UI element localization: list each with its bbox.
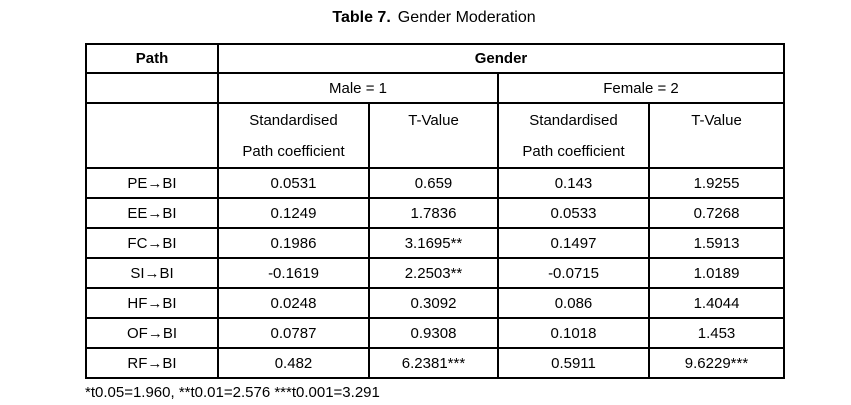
gender-moderation-table: Path Gender Male = 1 Female = 2 Standard… xyxy=(85,43,786,379)
table-figure: Table 7. Gender Moderation Path Gender Ma… xyxy=(85,8,786,402)
table-row-si-bi: SI→BI -0.1619 2.2503** -0.0715 1.0189 xyxy=(85,257,786,289)
table-row-ee-bi: EE→BI 0.1249 1.7836 0.0533 0.7268 xyxy=(85,197,786,229)
path-cell: RF→BI xyxy=(85,347,219,379)
header-female-tvalue: T-Value xyxy=(647,102,786,169)
female-tvalue-cell: 1.0189 xyxy=(647,257,786,289)
header-gender: Gender xyxy=(216,43,786,74)
path-cell: OF→BI xyxy=(85,317,219,349)
header-male-coefficient: Standardised Path coefficient xyxy=(217,102,370,169)
significance-footnote: *t0.05=1.960, **t0.01=2.576 ***t0.001=3.… xyxy=(85,384,380,401)
empty-cell xyxy=(85,102,219,169)
path-cell: PE→BI xyxy=(85,167,219,199)
male-coef-cell: 0.0531 xyxy=(217,167,370,199)
table-caption: Table 7. Gender Moderation xyxy=(85,8,783,28)
female-tvalue-cell: 1.5913 xyxy=(647,227,786,259)
female-tvalue-cell: 9.6229*** xyxy=(647,347,786,379)
female-tvalue-cell: 0.7268 xyxy=(647,197,786,229)
male-tvalue-cell: 2.2503** xyxy=(368,257,499,289)
empty-cell xyxy=(85,72,219,104)
table-row-fc-bi: FC→BI 0.1986 3.1695** 0.1497 1.5913 xyxy=(85,227,786,259)
female-tvalue-cell: 1.9255 xyxy=(647,167,786,199)
male-tvalue-cell: 0.3092 xyxy=(368,287,499,319)
header-male-group: Male = 1 xyxy=(217,72,499,104)
female-tvalue-cell: 1.4044 xyxy=(647,287,786,319)
table-row-of-bi: OF→BI 0.0787 0.9308 0.1018 1.453 xyxy=(85,317,786,349)
path-cell: HF→BI xyxy=(85,287,219,319)
header-row-top: Path Gender xyxy=(85,43,786,74)
male-coef-cell: 0.0787 xyxy=(217,317,370,349)
header-row-groups: Male = 1 Female = 2 xyxy=(85,72,786,104)
female-coef-cell: 0.086 xyxy=(497,287,650,319)
female-coef-cell: 0.0533 xyxy=(497,197,650,229)
table-row-rf-bi: RF→BI 0.482 6.2381*** 0.5911 9.6229*** xyxy=(85,347,786,379)
male-tvalue-cell: 0.9308 xyxy=(368,317,499,349)
table-caption-number: Table 7. xyxy=(332,9,391,26)
header-path: Path xyxy=(85,43,219,74)
path-cell: FC→BI xyxy=(85,227,219,259)
male-coef-cell: 0.482 xyxy=(217,347,370,379)
header-row-sub: Standardised Path coefficient T-Value St… xyxy=(85,102,786,169)
male-tvalue-cell: 1.7836 xyxy=(368,197,499,229)
female-coef-cell: 0.1497 xyxy=(497,227,650,259)
header-female-coefficient: Standardised Path coefficient xyxy=(497,102,650,169)
path-cell: SI→BI xyxy=(85,257,219,289)
male-coef-cell: 0.1986 xyxy=(217,227,370,259)
path-cell: EE→BI xyxy=(85,197,219,229)
female-coef-cell: -0.0715 xyxy=(497,257,650,289)
header-female-group: Female = 2 xyxy=(496,72,786,104)
male-tvalue-cell: 6.2381*** xyxy=(368,347,499,379)
female-tvalue-cell: 1.453 xyxy=(647,317,786,349)
male-tvalue-cell: 0.659 xyxy=(368,167,499,199)
table-row-pe-bi: PE→BI 0.0531 0.659 0.143 1.9255 xyxy=(85,167,786,199)
table-caption-title: Gender Moderation xyxy=(397,9,536,26)
header-male-tvalue: T-Value xyxy=(368,102,499,169)
female-coef-cell: 0.5911 xyxy=(497,347,650,379)
male-coef-cell: -0.1619 xyxy=(217,257,370,289)
male-coef-cell: 0.1249 xyxy=(217,197,370,229)
male-tvalue-cell: 3.1695** xyxy=(368,227,499,259)
male-coef-cell: 0.0248 xyxy=(217,287,370,319)
table-row-hf-bi: HF→BI 0.0248 0.3092 0.086 1.4044 xyxy=(85,287,786,319)
female-coef-cell: 0.143 xyxy=(497,167,650,199)
female-coef-cell: 0.1018 xyxy=(497,317,650,349)
